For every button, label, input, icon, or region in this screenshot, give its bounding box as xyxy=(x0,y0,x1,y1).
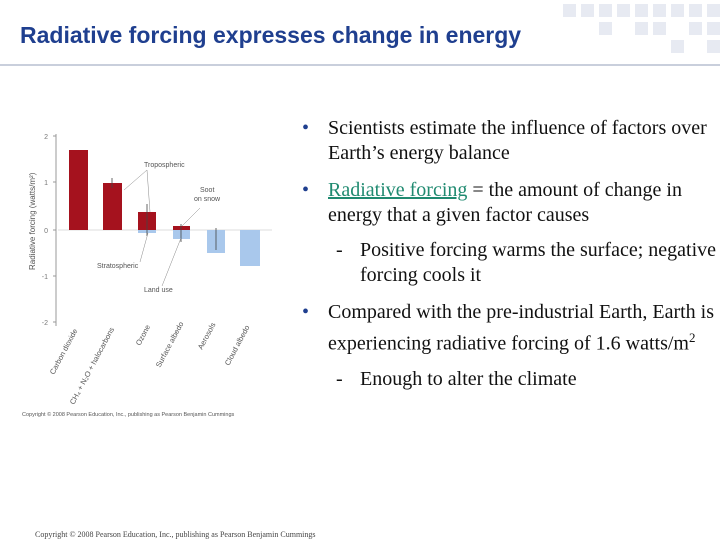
bar-surface-albedo-soot xyxy=(173,226,190,230)
bullet-3-text: Compared with the pre-industrial Earth, … xyxy=(328,301,715,355)
bullet-2-sub-text: Positive forcing warms the surface; nega… xyxy=(360,239,716,286)
tick-label-2: 2 xyxy=(44,134,48,141)
bar-ch4-n2o-halocarbons xyxy=(103,183,122,230)
bullet-dot: • xyxy=(302,117,310,139)
bar-surface-albedo-land-use xyxy=(173,230,190,239)
header-decoration xyxy=(555,0,720,64)
bullet-1-text: Scientists estimate the influence of fac… xyxy=(328,117,707,164)
tick-label-neg2: -2 xyxy=(42,320,48,327)
annotation-stratospheric: Stratospheric xyxy=(97,263,139,270)
header-rule xyxy=(0,64,720,66)
tick-label-1: 1 xyxy=(44,180,48,187)
bullet-dot: • xyxy=(302,301,310,323)
footer-copyright: Copyright © 2008 Pearson Education, Inc.… xyxy=(35,530,316,539)
annotation-soot-1: Soot xyxy=(200,187,214,194)
category-carbon-dioxide: Carbon dioxide xyxy=(48,327,80,376)
bullet-2-text: = the amount of change in energy that a … xyxy=(328,179,682,226)
figure-copyright: Copyright © 2008 Pearson Education, Inc.… xyxy=(22,411,235,418)
category-cloud-albedo: Cloud albedo xyxy=(223,324,252,367)
tick-label-neg1: -1 xyxy=(42,274,48,281)
radiative-forcing-figure: 2 1 0 -1 -2 Radiative forcing (watts/m²)… xyxy=(22,134,272,418)
radiative-forcing-term[interactable]: Radiative forcing xyxy=(328,179,468,201)
y-axis-label: Radiative forcing (watts/m²) xyxy=(28,172,37,270)
bullet-2: • Radiative forcing = the amount of chan… xyxy=(296,178,716,228)
bullet-3: • Compared with the pre-industrial Earth… xyxy=(296,300,716,357)
annotation-land-use: Land use xyxy=(144,287,173,294)
annotation-soot-2: on snow xyxy=(194,196,221,203)
bullet-1: • Scientists estimate the influence of f… xyxy=(296,116,716,166)
tick-label-0: 0 xyxy=(44,228,48,235)
bullet-list: • Scientists estimate the influence of f… xyxy=(296,116,716,404)
category-ozone: Ozone xyxy=(134,323,152,347)
bullet-3-sup: 2 xyxy=(689,330,696,345)
bar-carbon-dioxide xyxy=(69,150,88,230)
bullet-3-sub-text: Enough to alter the climate xyxy=(360,367,577,390)
bullet-2-sub: - Positive forcing warms the surface; ne… xyxy=(296,238,716,288)
bullet-dot: • xyxy=(302,179,310,201)
annotation-tropospheric: Tropospheric xyxy=(144,162,185,169)
category-aerosols: Aerosols xyxy=(196,321,218,351)
sub-dash: - xyxy=(336,367,343,390)
sub-dash: - xyxy=(336,239,343,261)
slide-header: Radiative forcing expresses change in en… xyxy=(0,0,720,72)
bar-cloud-albedo xyxy=(240,230,260,266)
category-surface-albedo: Surface albedo xyxy=(154,320,186,369)
slide-title: Radiative forcing expresses change in en… xyxy=(20,22,522,48)
bullet-3-sub: - Enough to alter the climate xyxy=(296,367,716,392)
